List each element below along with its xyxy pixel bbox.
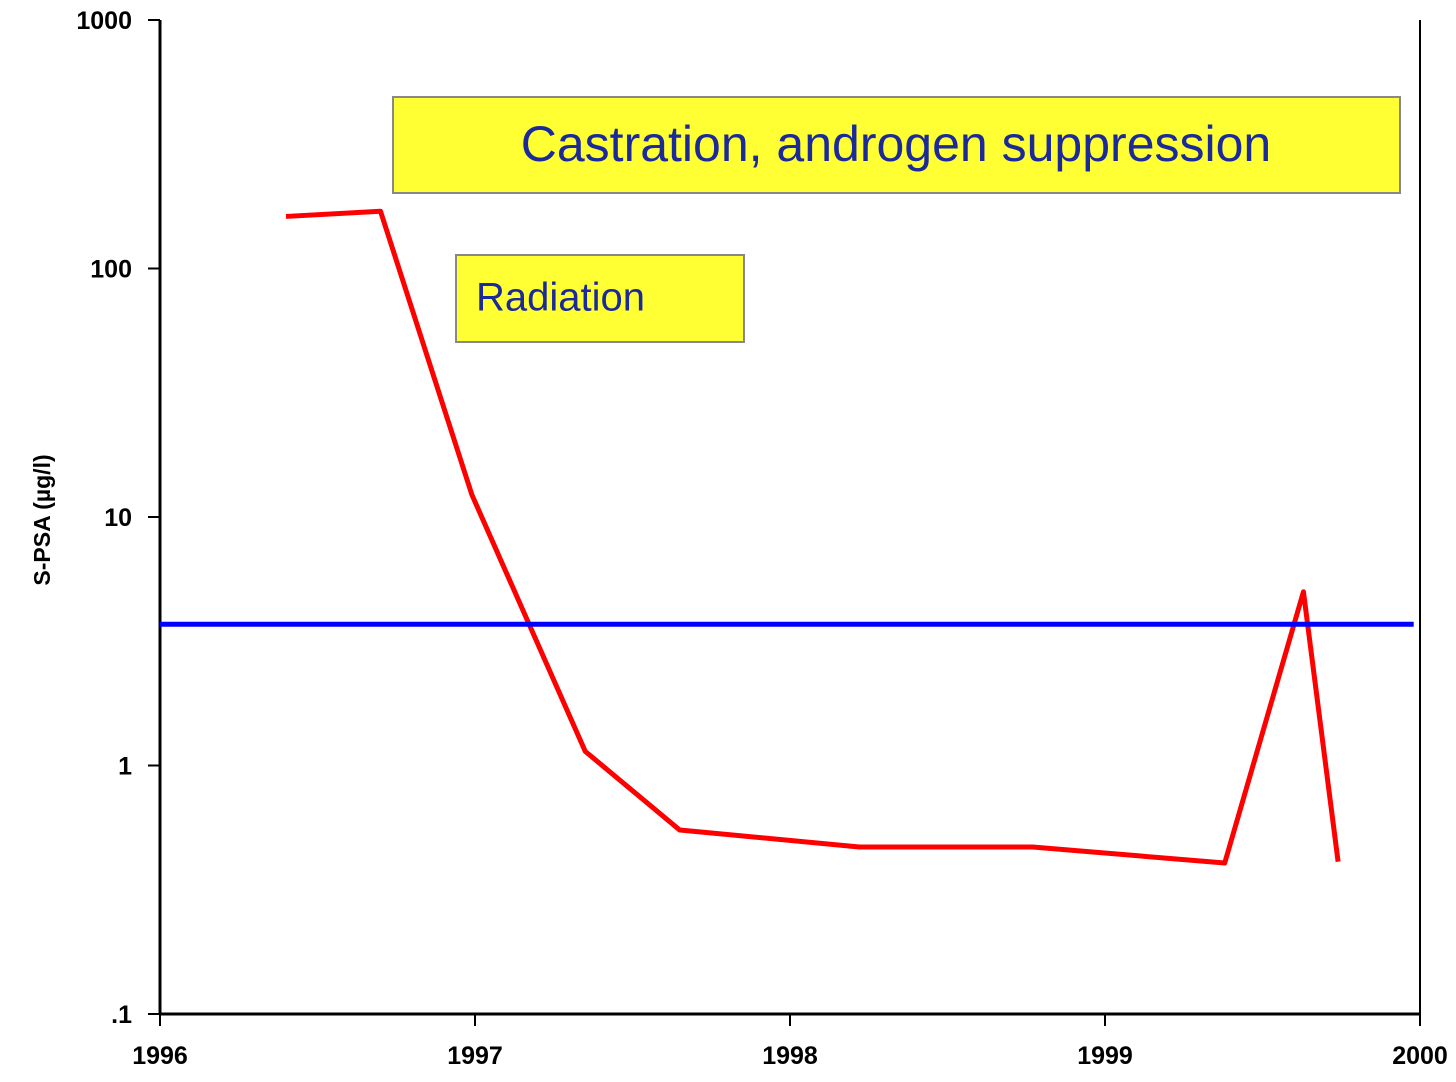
- y-tick-label: .1: [111, 1001, 132, 1029]
- annotation-box: [392, 96, 1401, 194]
- x-tick-label: 1996: [132, 1042, 188, 1070]
- x-tick-label: 1997: [447, 1042, 503, 1070]
- y-tick-label: 100: [90, 256, 132, 284]
- series-line: [285, 208, 1341, 866]
- y-tick-label: 1: [118, 753, 132, 781]
- y-tick-label: 10: [104, 504, 132, 532]
- y-tick-label: 1000: [76, 7, 132, 35]
- annotation: Radiation: [476, 276, 645, 320]
- y-axis-label: S-PSA (µg/l): [29, 454, 55, 585]
- annotation: Castration, androgen suppression: [521, 116, 1271, 172]
- annotation-box: [455, 254, 745, 343]
- x-tick-label: 2000: [1392, 1042, 1448, 1070]
- x-tick-label: 1999: [1077, 1042, 1133, 1070]
- x-tick-label: 1998: [762, 1042, 818, 1070]
